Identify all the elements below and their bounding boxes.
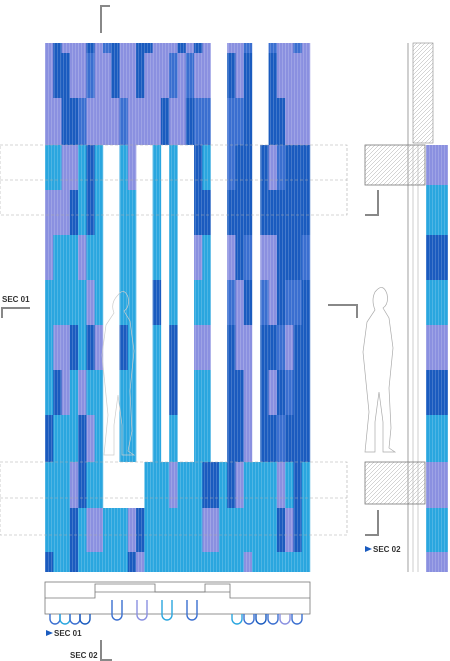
fin-profile: [161, 600, 173, 621]
fin-profile: [186, 600, 198, 621]
panel-ribs: [426, 145, 448, 572]
fin-profile: [69, 614, 81, 625]
section-label: SEC 01: [2, 295, 30, 304]
fin-profile: [255, 614, 267, 625]
arrow: [46, 630, 53, 636]
section-label: SEC 02: [373, 545, 401, 554]
section-mark: [100, 5, 110, 33]
fin-profile: [79, 614, 91, 625]
plan-view: [44, 581, 311, 625]
section-mark: [1, 307, 30, 318]
arrow: [365, 546, 372, 552]
fin-profile: [136, 600, 148, 621]
fin-profile: [243, 614, 255, 625]
fin-profile: [279, 614, 291, 625]
panel-ribs: [45, 43, 310, 572]
fin-profile: [111, 600, 123, 621]
fin-profile: [291, 614, 303, 625]
section-label: SEC 01: [54, 629, 82, 638]
section-label: SEC 02: [70, 651, 98, 660]
slab-outlines: [0, 144, 348, 536]
fin-profile: [267, 614, 279, 625]
section-view: [328, 42, 448, 572]
human-figure: [101, 291, 136, 456]
fin-profile: [59, 614, 71, 625]
fin-profile: [49, 614, 61, 625]
fin-profile: [231, 614, 243, 625]
section-mark: [100, 640, 112, 661]
